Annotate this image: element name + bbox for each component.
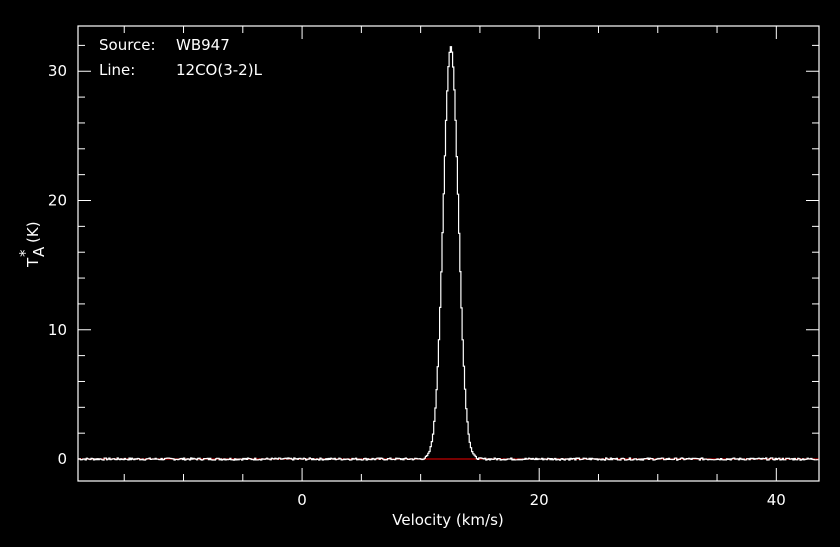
line-label: Line:: [99, 61, 135, 79]
x-tick-label: 20: [530, 491, 549, 509]
y-axis-label-unit: (K): [24, 221, 42, 243]
source-value: WB947: [176, 36, 230, 54]
plot-frame: [77, 25, 820, 482]
y-tick-label: 0: [57, 450, 67, 468]
line-value: 12CO(3-2)L: [176, 61, 263, 79]
source-label: Source:: [99, 36, 156, 54]
spectrum-series-line: [78, 46, 819, 461]
y-tick-label: 30: [48, 62, 67, 80]
y-tick-label: 10: [48, 321, 67, 339]
tick-labels: 0 20 40 0 10 20 30: [48, 62, 786, 509]
x-tick-label: 0: [297, 491, 307, 509]
y-axis-label-sub: A: [30, 246, 48, 257]
y-axis-label: T * A (K): [16, 221, 48, 268]
x-axis-label: Velocity (km/s): [392, 511, 503, 529]
y-axis-label-main: T: [24, 257, 42, 268]
x-tick-label: 40: [767, 491, 786, 509]
y-tick-label: 20: [48, 192, 67, 210]
y-axis-label-sup: *: [16, 249, 34, 257]
